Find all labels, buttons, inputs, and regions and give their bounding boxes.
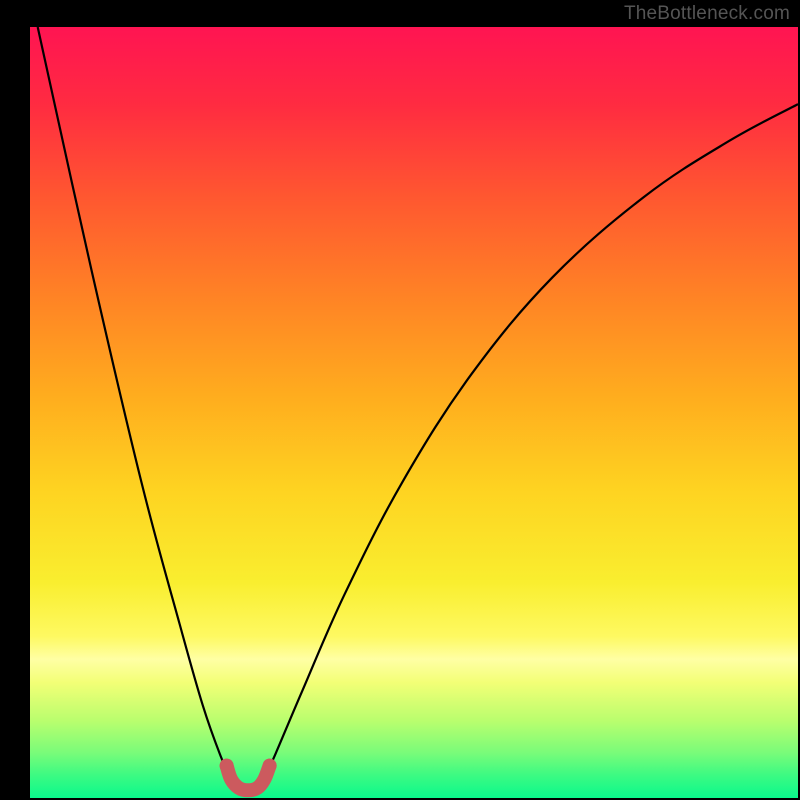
valley-endpoint-right (263, 759, 277, 773)
watermark-text: TheBottleneck.com (624, 3, 790, 25)
valley-endpoint-left (220, 759, 234, 773)
bottleneck-chart (0, 0, 800, 800)
plot-background (30, 27, 798, 798)
frame-border-left (0, 0, 30, 800)
